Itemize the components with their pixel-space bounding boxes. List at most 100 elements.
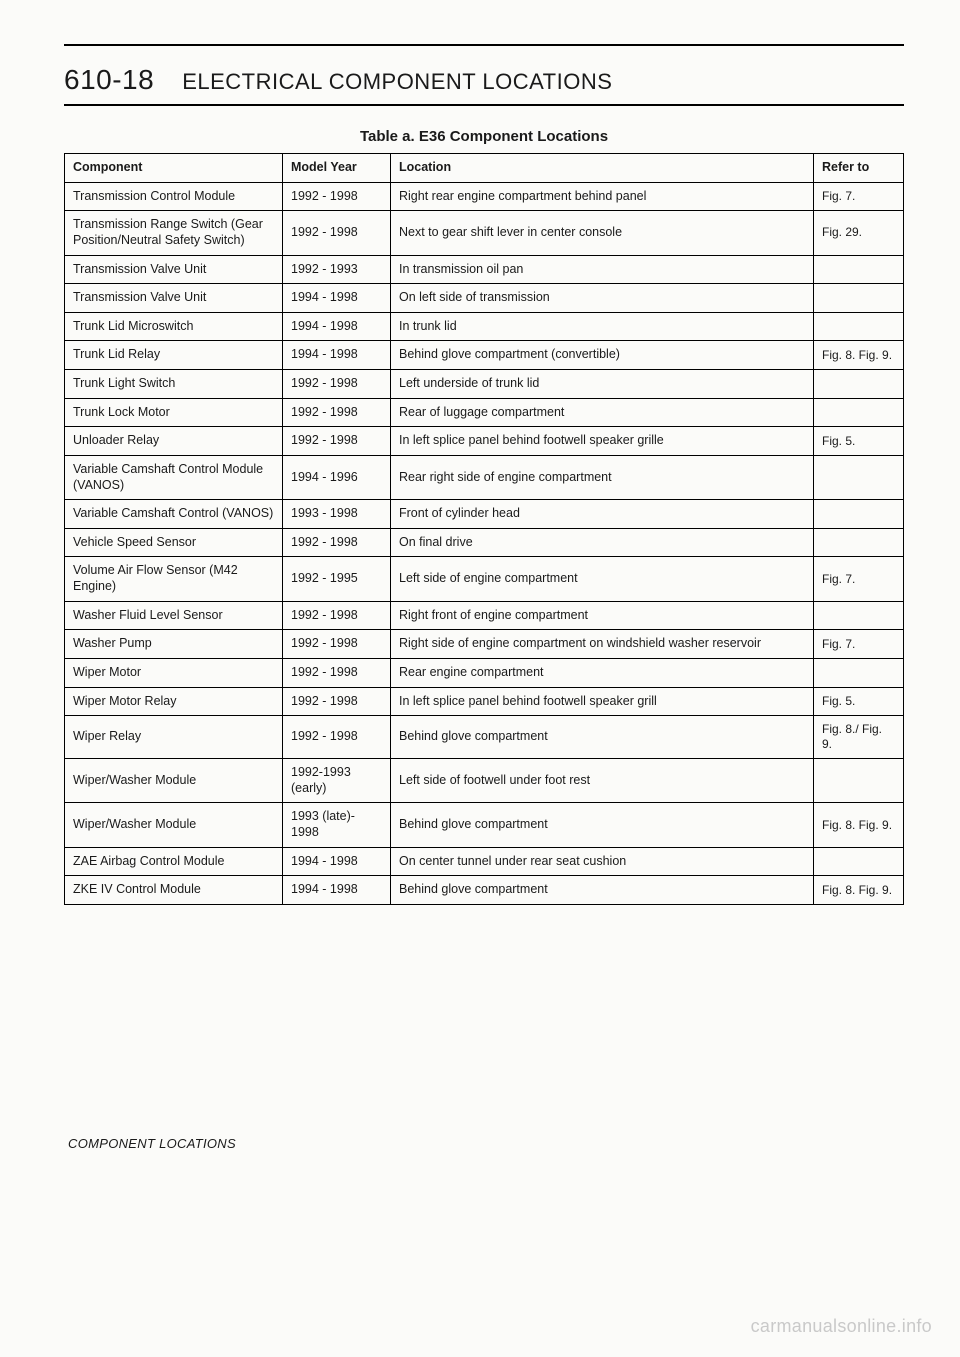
cell-component: Variable Camshaft Control Module (VANOS) bbox=[65, 455, 283, 499]
cell-location: Next to gear shift lever in center conso… bbox=[391, 211, 814, 255]
cell-model-year: 1994 - 1996 bbox=[283, 455, 391, 499]
cell-refer-to bbox=[814, 528, 904, 557]
table-row: Washer Pump1992 - 1998Right side of engi… bbox=[65, 630, 904, 659]
table-row: Wiper Motor Relay1992 - 1998In left spli… bbox=[65, 687, 904, 716]
cell-component: Wiper Motor bbox=[65, 658, 283, 687]
table-row: Trunk Light Switch1992 - 1998Left unders… bbox=[65, 370, 904, 399]
cell-model-year: 1992 - 1998 bbox=[283, 528, 391, 557]
cell-component: Trunk Lock Motor bbox=[65, 398, 283, 427]
cell-location: Front of cylinder head bbox=[391, 500, 814, 529]
table-row: Variable Camshaft Control Module (VANOS)… bbox=[65, 455, 904, 499]
cell-location: Left underside of trunk lid bbox=[391, 370, 814, 399]
cell-location: Right front of engine compartment bbox=[391, 601, 814, 630]
cell-refer-to: Fig. 8. Fig. 9. bbox=[814, 341, 904, 370]
table-row: Transmission Valve Unit1992 - 1993In tra… bbox=[65, 255, 904, 284]
cell-refer-to: Fig. 8./ Fig. 9. bbox=[814, 716, 904, 759]
cell-component: Transmission Valve Unit bbox=[65, 255, 283, 284]
cell-refer-to: Fig. 7. bbox=[814, 630, 904, 659]
table-row: ZAE Airbag Control Module1994 - 1998On c… bbox=[65, 847, 904, 876]
cell-refer-to bbox=[814, 255, 904, 284]
cell-component: Washer Fluid Level Sensor bbox=[65, 601, 283, 630]
table-row: Trunk Lid Relay1994 - 1998Behind glove c… bbox=[65, 341, 904, 370]
col-refer-to: Refer to bbox=[814, 154, 904, 183]
table-caption: Table a. E36 Component Locations bbox=[64, 128, 904, 145]
table-row: Wiper Motor1992 - 1998Rear engine compar… bbox=[65, 658, 904, 687]
cell-location: On final drive bbox=[391, 528, 814, 557]
component-table: Component Model Year Location Refer to T… bbox=[64, 153, 904, 905]
header-rule bbox=[64, 104, 904, 106]
cell-model-year: 1992 - 1998 bbox=[283, 427, 391, 456]
cell-model-year: 1992 - 1998 bbox=[283, 630, 391, 659]
cell-refer-to: Fig. 29. bbox=[814, 211, 904, 255]
table-header-row: Component Model Year Location Refer to bbox=[65, 154, 904, 183]
cell-model-year: 1992 - 1998 bbox=[283, 716, 391, 759]
cell-model-year: 1992 - 1993 bbox=[283, 255, 391, 284]
cell-refer-to: Fig. 8. Fig. 9. bbox=[814, 803, 904, 847]
cell-location: Behind glove compartment bbox=[391, 803, 814, 847]
cell-refer-to: Fig. 8. Fig. 9. bbox=[814, 876, 904, 905]
table-row: Variable Camshaft Control (VANOS)1993 - … bbox=[65, 500, 904, 529]
cell-refer-to bbox=[814, 847, 904, 876]
table-row: Wiper/Washer Module1993 (late)- 1998Behi… bbox=[65, 803, 904, 847]
cell-model-year: 1994 - 1998 bbox=[283, 847, 391, 876]
cell-component: ZAE Airbag Control Module bbox=[65, 847, 283, 876]
table-row: Wiper/Washer Module1992-1993 (early)Left… bbox=[65, 759, 904, 803]
cell-location: Left side of engine compartment bbox=[391, 557, 814, 601]
table-row: Vehicle Speed Sensor1992 - 1998On final … bbox=[65, 528, 904, 557]
cell-location: Right side of engine compartment on wind… bbox=[391, 630, 814, 659]
top-rule bbox=[64, 44, 904, 46]
cell-component: Vehicle Speed Sensor bbox=[65, 528, 283, 557]
cell-refer-to: Fig. 5. bbox=[814, 427, 904, 456]
cell-model-year: 1994 - 1998 bbox=[283, 341, 391, 370]
table-row: Washer Fluid Level Sensor1992 - 1998Righ… bbox=[65, 601, 904, 630]
cell-refer-to bbox=[814, 658, 904, 687]
cell-model-year: 1992 - 1998 bbox=[283, 182, 391, 211]
cell-refer-to: Fig. 7. bbox=[814, 182, 904, 211]
cell-location: In left splice panel behind footwell spe… bbox=[391, 687, 814, 716]
cell-component: Wiper/Washer Module bbox=[65, 803, 283, 847]
cell-location: Right rear engine compartment behind pan… bbox=[391, 182, 814, 211]
cell-refer-to bbox=[814, 759, 904, 803]
cell-model-year: 1992 - 1998 bbox=[283, 658, 391, 687]
cell-component: Trunk Lid Microswitch bbox=[65, 312, 283, 341]
cell-component: ZKE IV Control Module bbox=[65, 876, 283, 905]
cell-model-year: 1992 - 1998 bbox=[283, 601, 391, 630]
cell-location: On center tunnel under rear seat cushion bbox=[391, 847, 814, 876]
cell-refer-to: Fig. 5. bbox=[814, 687, 904, 716]
cell-component: Washer Pump bbox=[65, 630, 283, 659]
cell-location: In trunk lid bbox=[391, 312, 814, 341]
table-row: Unloader Relay1992 - 1998In left splice … bbox=[65, 427, 904, 456]
table-row: Trunk Lid Microswitch1994 - 1998In trunk… bbox=[65, 312, 904, 341]
table-row: Trunk Lock Motor1992 - 1998Rear of lugga… bbox=[65, 398, 904, 427]
cell-component: Transmission Valve Unit bbox=[65, 284, 283, 313]
cell-model-year: 1992 - 1995 bbox=[283, 557, 391, 601]
watermark: carmanualsonline.info bbox=[751, 1316, 932, 1337]
footer-section-label: COMPONENT LOCATIONS bbox=[68, 1136, 236, 1151]
table-row: Transmission Range Switch (Gear Position… bbox=[65, 211, 904, 255]
cell-component: Variable Camshaft Control (VANOS) bbox=[65, 500, 283, 529]
cell-model-year: 1992 - 1998 bbox=[283, 398, 391, 427]
cell-location: Rear right side of engine compartment bbox=[391, 455, 814, 499]
cell-refer-to bbox=[814, 312, 904, 341]
cell-location: Behind glove compartment bbox=[391, 716, 814, 759]
page: 610-18 ELECTRICAL COMPONENT LOCATIONS Ta… bbox=[0, 0, 960, 1357]
cell-location: Behind glove compartment bbox=[391, 876, 814, 905]
cell-location: Behind glove compartment (convertible) bbox=[391, 341, 814, 370]
cell-model-year: 1993 (late)- 1998 bbox=[283, 803, 391, 847]
cell-refer-to: Fig. 7. bbox=[814, 557, 904, 601]
cell-location: In transmission oil pan bbox=[391, 255, 814, 284]
cell-component: Volume Air Flow Sensor (M42 Engine) bbox=[65, 557, 283, 601]
cell-location: Left side of footwell under foot rest bbox=[391, 759, 814, 803]
cell-component: Transmission Control Module bbox=[65, 182, 283, 211]
cell-location: In left splice panel behind footwell spe… bbox=[391, 427, 814, 456]
cell-model-year: 1992 - 1998 bbox=[283, 211, 391, 255]
cell-model-year: 1993 - 1998 bbox=[283, 500, 391, 529]
cell-component: Trunk Lid Relay bbox=[65, 341, 283, 370]
table-row: ZKE IV Control Module1994 - 1998Behind g… bbox=[65, 876, 904, 905]
cell-refer-to bbox=[814, 500, 904, 529]
table-row: Volume Air Flow Sensor (M42 Engine)1992 … bbox=[65, 557, 904, 601]
page-number: 610-18 bbox=[64, 64, 154, 96]
cell-location: Rear engine compartment bbox=[391, 658, 814, 687]
cell-component: Wiper Motor Relay bbox=[65, 687, 283, 716]
cell-component: Wiper Relay bbox=[65, 716, 283, 759]
